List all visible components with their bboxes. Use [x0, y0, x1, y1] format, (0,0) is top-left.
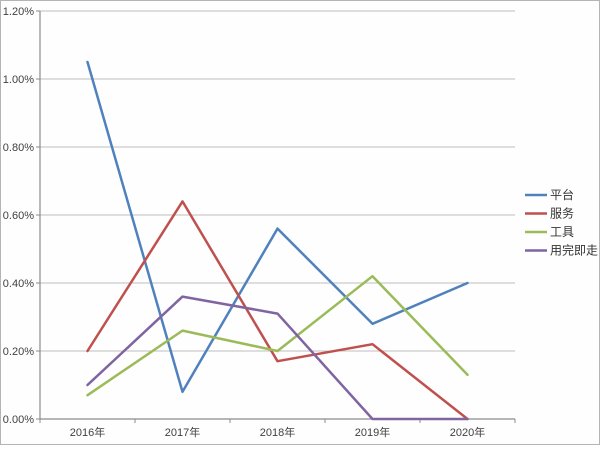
y-axis-label: 0.80% — [3, 142, 34, 154]
series-line-4 — [86, 295, 469, 421]
series-line-3 — [86, 274, 469, 397]
x-axis-label: 2017年 — [165, 425, 200, 439]
legend-label: 平台 — [550, 187, 574, 202]
y-axis-label: 1.20% — [3, 6, 34, 18]
y-axis-label: 0.00% — [3, 414, 34, 426]
legend-label: 服务 — [550, 206, 574, 221]
legend-label: 用完即走 — [550, 243, 598, 258]
y-axis-label: 0.20% — [3, 346, 34, 358]
y-axis-label: 0.60% — [3, 210, 34, 222]
series-line-1 — [86, 60, 469, 394]
x-axis-label: 2016年 — [70, 425, 105, 439]
x-axis-label: 2020年 — [450, 425, 485, 439]
legend-label: 工具 — [550, 225, 574, 239]
x-axis-label: 2018年 — [260, 425, 295, 439]
y-axis-label: 0.40% — [3, 278, 34, 290]
y-axis-label: 1.00% — [3, 74, 34, 86]
x-axis-label: 2019年 — [355, 425, 390, 439]
series-line-2 — [86, 200, 469, 421]
